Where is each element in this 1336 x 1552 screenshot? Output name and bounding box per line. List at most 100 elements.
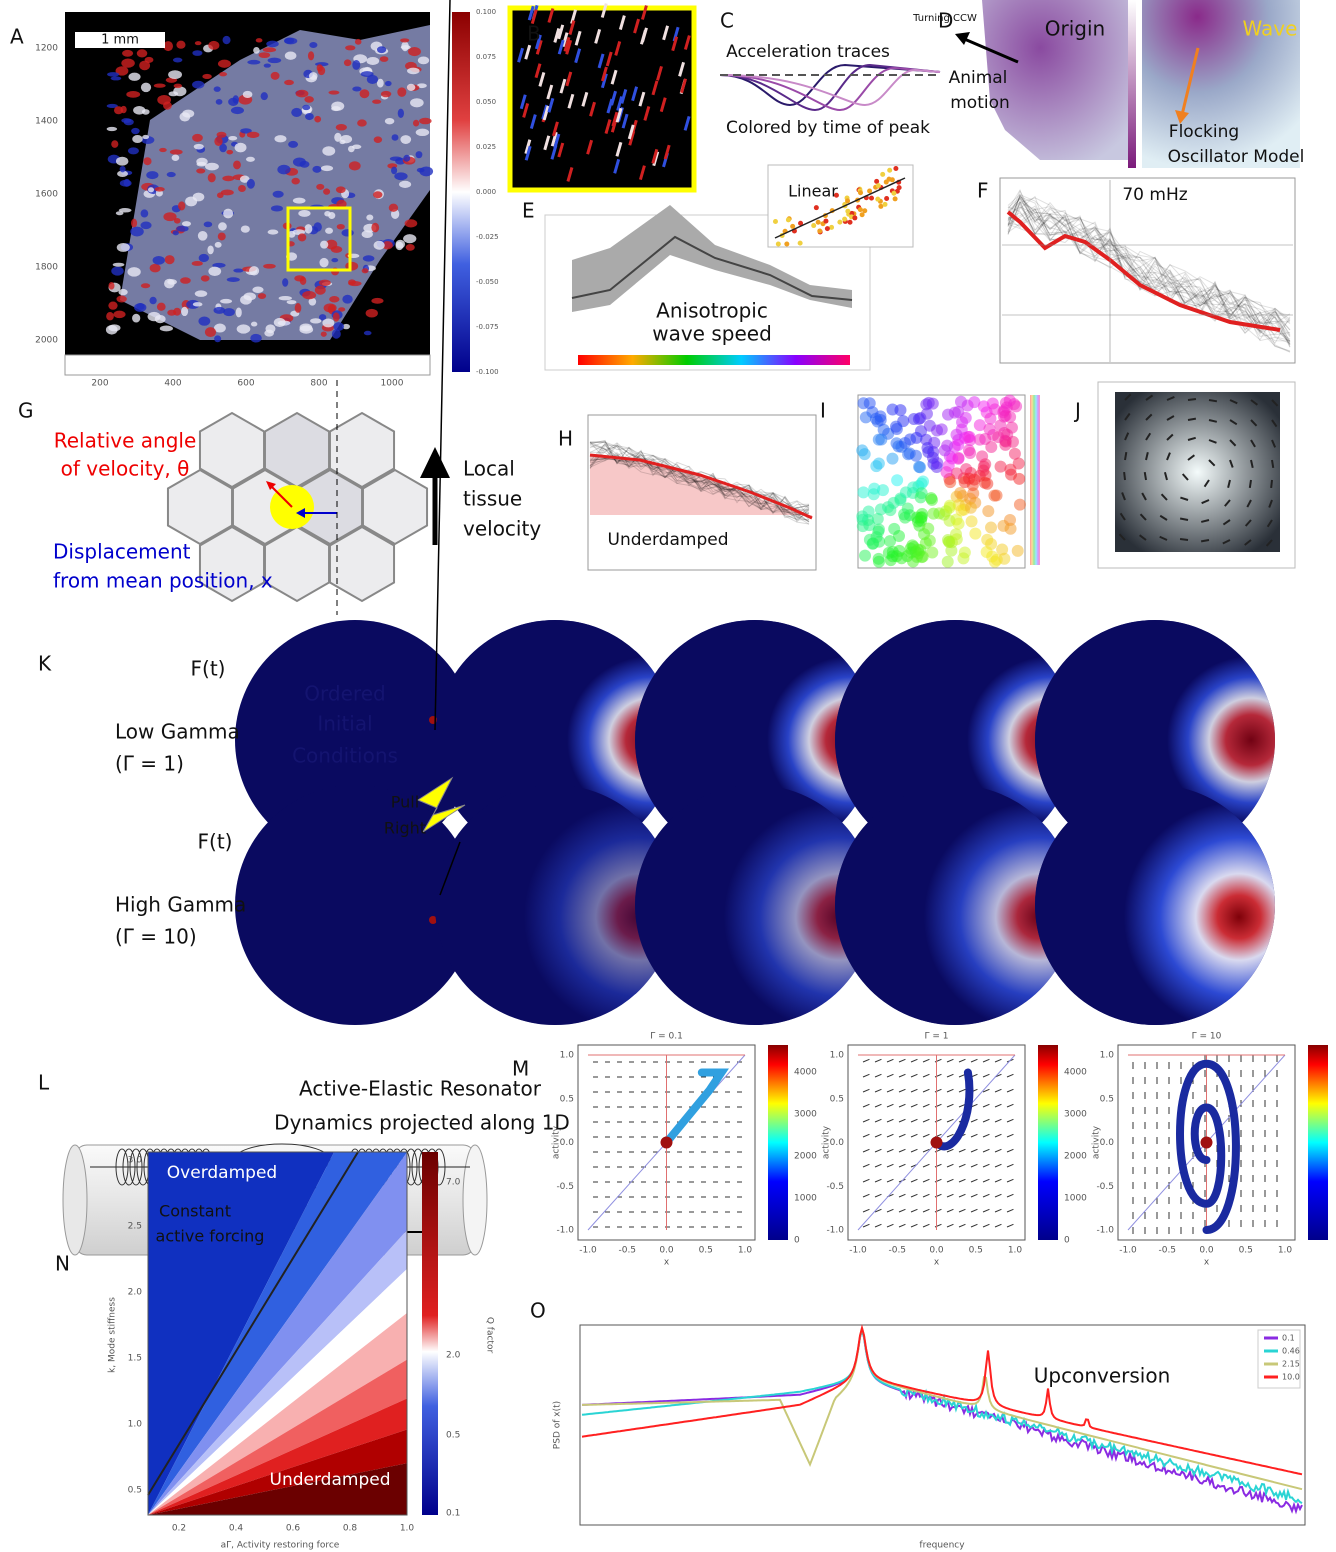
colorbar <box>1308 1045 1328 1240</box>
cell <box>214 86 221 92</box>
cell <box>342 295 352 304</box>
cell <box>349 161 361 170</box>
phase-point <box>896 552 908 564</box>
phase-point <box>945 545 957 557</box>
phase-point <box>893 530 905 542</box>
x-tick-label: 0.6 <box>286 1524 301 1534</box>
cell <box>284 38 297 45</box>
x-axis-label: aΓ, Activity restoring force <box>221 1541 340 1551</box>
cell <box>131 219 137 228</box>
y-tick-label: -0.5 <box>556 1182 574 1192</box>
cell <box>143 157 151 165</box>
phase-point <box>894 404 906 416</box>
label: Initial <box>317 712 372 736</box>
cell <box>295 303 302 313</box>
cell <box>131 128 140 134</box>
cell <box>294 275 305 281</box>
cell <box>361 71 374 77</box>
cell <box>114 106 123 114</box>
x-axis-label: x <box>664 1258 670 1268</box>
phase-point <box>964 434 976 446</box>
y-axis-label: k, Mode stiffness <box>108 1297 118 1373</box>
annotation: 70 mHz <box>1122 185 1187 205</box>
y-tick-label: 0.0 <box>560 1138 575 1148</box>
point <box>880 172 885 177</box>
angle-colorbar <box>578 355 850 365</box>
phase-point <box>966 515 978 527</box>
phase-point <box>953 518 965 530</box>
flow-field <box>1115 392 1280 552</box>
y-tick-label: -0.5 <box>826 1182 844 1192</box>
cell <box>223 36 231 44</box>
cell <box>253 47 260 54</box>
cell <box>136 303 144 310</box>
y-tick-label: 1.0 <box>1100 1051 1115 1061</box>
cell <box>249 266 259 275</box>
cell <box>205 327 216 337</box>
phase-point <box>985 441 997 453</box>
colorbar <box>1030 395 1040 565</box>
label: Relative angle <box>54 429 197 453</box>
point <box>852 215 857 220</box>
cell <box>314 222 322 231</box>
cell <box>198 231 208 241</box>
colorbar-tick-label: -0.050 <box>476 278 499 286</box>
cell <box>227 277 240 282</box>
cell <box>362 230 373 238</box>
point <box>784 242 789 247</box>
colorbar-tick-label: 3000 <box>794 1110 817 1120</box>
cell <box>312 166 321 173</box>
cell <box>264 64 271 68</box>
cell <box>214 335 221 342</box>
legend-label: 0.46 <box>1282 1347 1300 1356</box>
legend-label: 2.15 <box>1282 1360 1300 1369</box>
cell <box>310 318 321 323</box>
excitation <box>1035 785 1275 1025</box>
cell <box>116 211 124 215</box>
cell <box>298 233 306 241</box>
figure: 1 mm Γ = 0.1-1.0-1.0-0.5-0.50.00.00.50.5… <box>0 0 1336 1552</box>
cell <box>208 267 221 276</box>
cell <box>107 72 119 77</box>
cell <box>305 113 314 120</box>
flow-arrow <box>1188 399 1196 400</box>
colorbar-tick-label: 0.075 <box>476 53 496 61</box>
cell <box>182 221 191 226</box>
colorbar-tick-label: -0.025 <box>476 233 499 241</box>
flow-arrow <box>1271 480 1272 488</box>
point <box>817 228 822 233</box>
label: Displacement <box>53 540 191 564</box>
cell <box>252 287 263 293</box>
colorbar-tick-label: 0.100 <box>476 8 496 16</box>
cell <box>396 240 406 249</box>
colorbar-tick-label: 0.025 <box>476 143 496 151</box>
cell <box>146 171 158 179</box>
point <box>887 168 892 173</box>
inset-plot <box>768 165 913 247</box>
x-axis-label: x <box>1204 1258 1210 1268</box>
x-tick-label: 0.0 <box>659 1246 674 1256</box>
cell <box>360 89 370 98</box>
cell <box>231 107 244 114</box>
colorbar <box>1128 0 1136 168</box>
cell <box>371 223 379 233</box>
cell <box>331 102 344 111</box>
label: Wave <box>1243 17 1298 41</box>
cell <box>399 181 411 188</box>
phase-point <box>939 444 951 456</box>
label: Constant <box>159 1202 231 1221</box>
cell <box>385 81 392 86</box>
cell <box>251 322 257 327</box>
y-tick-label: 0.5 <box>560 1094 574 1104</box>
cell <box>192 134 203 142</box>
cell <box>416 129 430 136</box>
cell <box>178 201 185 210</box>
cell <box>263 47 276 52</box>
phase-point <box>951 429 963 441</box>
phase-point <box>955 396 967 408</box>
point <box>837 220 842 225</box>
x-tick-label: -1.0 <box>849 1246 867 1256</box>
label: Local <box>463 457 515 481</box>
cell <box>340 135 352 143</box>
x-tick-label: 800 <box>310 379 327 389</box>
